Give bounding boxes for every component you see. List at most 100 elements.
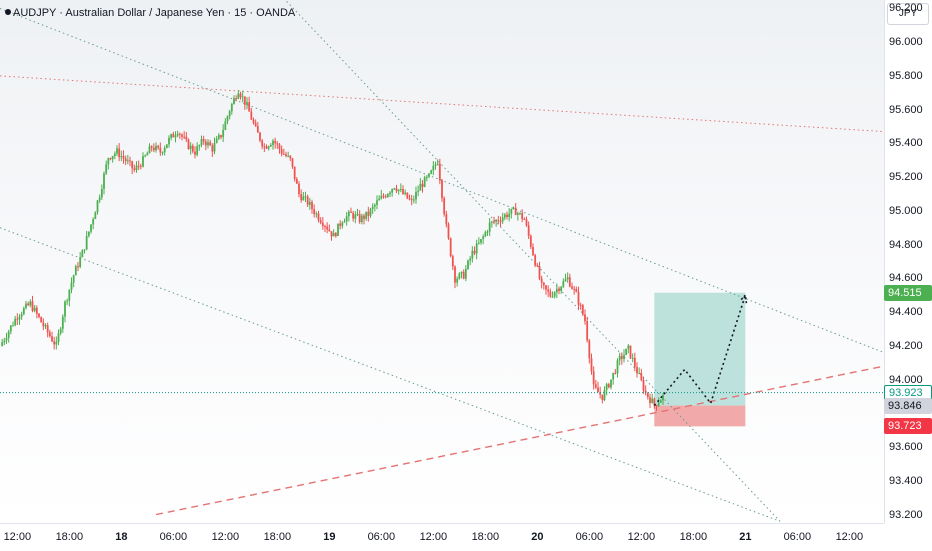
candle-body-up [111,156,114,160]
candle-body-down [540,278,543,283]
candle-body-down [558,288,560,291]
price-tick-label: 93.600 [889,441,923,454]
candle-body-down [584,314,586,322]
candle-body-down [573,288,576,290]
candle-body-down [363,215,365,219]
candle-body-down [276,143,279,145]
price-tick-label: 94.000 [889,373,923,386]
candle-body-up [146,153,149,156]
price-tick-label: 93.200 [889,508,923,521]
candle-body-down [642,380,645,391]
candle-body-up [618,355,621,361]
candle-body-up [605,384,608,390]
candle-body-up [354,214,357,219]
candle-body-down [202,139,205,142]
candle-body-down [607,384,610,388]
time-tick-label: 18:00 [55,531,84,543]
candle-body-down [462,271,465,279]
candle-body-up [59,328,62,334]
candle-body-up [415,191,417,200]
candle-body-up [386,194,389,197]
candle-body-down [295,178,298,184]
projection-path [653,294,747,407]
price-tick-label: 94.800 [889,238,923,251]
candle-body-down [46,325,49,333]
candle-body-up [475,243,478,254]
candle-body-up [113,153,116,157]
candle-body-down [581,305,584,315]
candle-body-up [168,137,170,145]
candle-body-down [313,209,316,215]
candle-body-up [516,213,519,215]
candle-body-up [68,289,71,301]
candle-body-down [421,183,424,187]
price-tick-label: 95.400 [889,137,923,150]
candle-body-down [575,289,578,293]
candle-body-up [434,164,437,166]
candle-body-down [653,398,656,406]
candle-body-down [285,154,287,157]
symbol-status-dot [5,9,11,15]
candle-body-up [393,188,396,190]
candle-body-down [523,218,526,220]
candle-body-down [592,371,595,385]
candle-body-up [90,224,92,232]
chart-svg[interactable] [0,0,884,523]
candle-body-down [291,158,294,167]
candle-body-down [402,189,404,195]
candle-body-down [514,207,517,215]
candle-body-down [53,341,56,345]
time-tick-label: 06:00 [367,531,396,543]
candle-body-down [454,266,456,283]
candle-body-down [542,282,545,286]
candle-body-up [44,325,47,327]
price-tick-label: 94.400 [889,306,923,319]
candle-body-up [612,372,615,380]
candle-body-down [473,250,476,254]
candle-body-down [410,199,413,201]
candle-body-up [308,201,311,205]
candle-body-up [428,173,430,177]
candle-body-up [55,341,58,345]
candle-body-down [259,132,261,141]
candle-body-down [568,277,571,287]
currency-badge[interactable]: JPY [887,3,929,25]
candle-body-down [248,102,251,112]
candle-body-down [629,345,632,359]
candle-body-up [155,145,157,151]
time-tick-label: 18:00 [263,531,292,543]
candle-body-up [18,316,21,320]
candle-body-up [510,208,513,214]
candle-body-down [449,238,452,257]
price-tick-label: 95.000 [889,204,923,217]
candle-body-up [391,189,394,193]
candle-body-down [367,211,370,216]
chart-plot-area[interactable]: AUDJPY · Australian Dollar / Japanese Ye… [0,0,884,523]
time-tick-label: 06:00 [159,531,188,543]
candle-body-up [412,199,415,201]
time-axis[interactable] [0,523,884,551]
candle-body-down [506,214,508,218]
candle-body-up [477,242,480,244]
candle-body-up [503,214,506,218]
time-tick-label: 06:00 [783,531,812,543]
candle-body-down [601,394,604,401]
price-tick-label: 94.200 [889,339,923,352]
candle-body-up [269,144,272,147]
candle-body-up [200,139,203,146]
candle-body-up [389,192,391,195]
candle-body-up [430,170,433,174]
candle-body-up [356,214,359,216]
candle-body-up [373,204,376,207]
time-tick-label: 18:00 [471,531,500,543]
price-axis[interactable] [884,0,932,523]
candle-body-down [499,221,502,223]
candle-body-up [174,135,177,138]
candle-body-down [185,136,188,140]
candle-body-up [100,188,103,198]
chart-title[interactable]: AUDJPY · Australian Dollar / Japanese Ye… [5,7,295,19]
candle-body-up [79,257,82,267]
candle-body-up [5,338,8,341]
candle-body-down [150,146,153,148]
candle-body-up [224,121,227,130]
